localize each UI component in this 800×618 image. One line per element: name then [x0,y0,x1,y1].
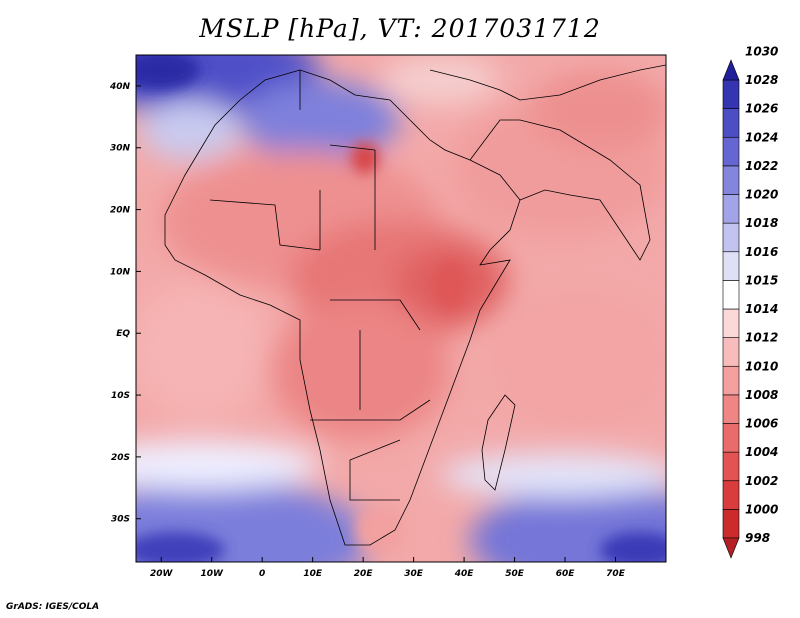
lon-tick-label: 20W [150,569,174,579]
plot-frame [135,54,667,563]
colorbar-swatch [722,394,740,424]
colorbar-label: 1012 [745,331,778,345]
colorbar: 998 1000 1002 1004 1006 1008 1010 1012 1014 1015 1… [722,44,778,559]
colorbar-swatch [722,337,740,367]
lon-tick-label: 0 [259,569,265,579]
lat-tick-label: 10N [110,267,131,277]
colorbar-label: 1006 [745,417,778,431]
colorbar-swatch [722,165,740,195]
lat-tick-label: 20S [111,453,130,463]
colorbar-label: 1014 [745,302,778,316]
colorbar-label: 1020 [745,188,778,202]
colorbar-label: 1030 [745,44,778,58]
colorbar-label: 1000 [745,502,778,516]
lon-tick-label: 30E [404,569,424,579]
latitude-axis: 40N 30N 20N 10N EQ 10S 20S 30S [109,82,141,525]
lon-tick-label: 40E [454,569,475,579]
colorbar-swatch [722,79,740,109]
lon-tick-label: 50E [505,569,525,579]
longitude-axis: 20W 10W 0 10E 20E 30E 40E 50E 60E 70E [150,557,626,579]
colorbar-swatch [722,423,740,453]
colorbar-label: 1010 [745,359,778,373]
colorbar-swatch [722,451,740,482]
colorbar-label: 1026 [745,102,778,116]
colorbar-swatch [722,365,740,396]
colorbar-label: 1028 [745,73,778,87]
colorbar-swatch [722,136,740,167]
colorbar-label: 1002 [745,474,778,488]
lon-tick-label: 70E [606,569,626,579]
colorbar-swatch [722,108,740,138]
colorbar-swatch [722,194,740,224]
lat-tick-label: 20N [110,206,131,216]
colorbar-label: 1016 [745,245,778,259]
lat-tick-label: EQ [116,329,130,339]
lon-tick-label: 60E [556,569,576,579]
colorbar-swatch [722,509,740,539]
lon-tick-label: 10E [303,569,323,579]
colorbar-label: 1015 [745,273,778,287]
pressure-field [136,55,666,562]
colorbar-label: 1022 [745,159,778,173]
colorbar-label: 1024 [745,130,778,144]
colorbar-label: 1008 [745,388,778,402]
colorbar-swatch [722,308,740,338]
colorbar-swatch [722,251,740,281]
colorbar-min-arrow [722,537,740,559]
colorbar-label: 1018 [745,216,778,230]
colorbar-label: 1004 [745,445,778,459]
lat-tick-label: 30N [110,144,131,154]
map-title: MSLP [hPa], VT: 2017031712 [199,14,601,43]
colorbar-max-arrow [722,59,740,81]
credit-text: GrADS: IGES/COLA [6,602,100,612]
lon-tick-label: 20E [354,569,374,579]
coastlines [164,64,666,546]
lon-tick-label: 10W [200,569,224,579]
colorbar-swatch [722,480,740,510]
colorbar-swatch [722,222,740,253]
colorbar-label: 998 [745,531,770,545]
lat-tick-label: 30S [111,515,130,525]
lat-tick-label: 10S [111,391,130,401]
lat-tick-label: 40N [109,82,131,92]
colorbar-swatch [722,280,740,310]
